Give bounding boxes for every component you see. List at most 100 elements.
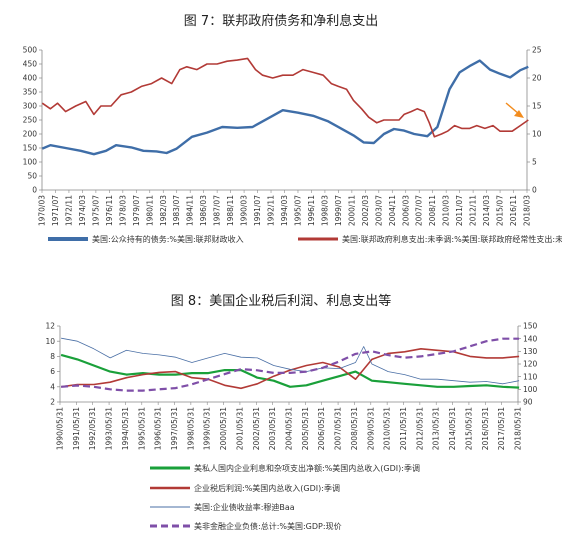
- figure-7-title: 图 7：联邦政府债务和净利息支出: [183, 14, 379, 29]
- x-tick-label: 1996/05/31: [154, 407, 163, 450]
- x-tick-label: 1988/11: [226, 195, 235, 226]
- x-tick-label: 1971/07: [51, 195, 60, 226]
- x-tick-label: 2014/05/31: [448, 407, 457, 450]
- legend-label-3: 美国:企业债收益率:穆迪Baa: [194, 502, 295, 512]
- series-line-1: [60, 353, 520, 389]
- x-tick-label: 1995/05/31: [137, 407, 146, 450]
- left-tick-label: 350: [23, 88, 38, 97]
- x-tick-label: 1987/07: [213, 195, 222, 226]
- x-tick-label: 1996/11: [307, 195, 316, 226]
- x-tick-label: 1970/03: [38, 195, 47, 226]
- series-line-2: [41, 57, 529, 138]
- x-tick-label: 2012/11: [469, 195, 478, 226]
- x-tick-label: 1990/05/31: [56, 407, 65, 450]
- x-tick-label: 2018/03: [523, 195, 532, 226]
- right-tick-label: 15: [532, 102, 542, 111]
- x-tick-label: 2018/05/31: [514, 407, 523, 450]
- x-tick-label: 1998/05/31: [186, 407, 195, 450]
- right-tick-label: 120: [523, 360, 538, 369]
- left-tick-label: 200: [23, 130, 38, 139]
- series-line-3: [61, 337, 520, 385]
- x-tick-label: 1992/11: [267, 195, 276, 226]
- left-tick-label: 10: [45, 337, 55, 346]
- x-tick-label: 1986/03: [199, 195, 208, 226]
- right-tick-label: 100: [523, 385, 538, 394]
- left-tick-label: 12: [45, 322, 55, 331]
- series-line-2: [60, 347, 520, 390]
- x-tick-label: 2016/05/31: [481, 407, 490, 450]
- x-tick-label: 1998/03: [320, 195, 329, 226]
- x-tick-label: 1984/11: [186, 195, 195, 226]
- legend-label-1: 美国:公众持有的债务:%美国:联邦财政收入: [92, 234, 244, 244]
- right-tick-label: 0: [532, 186, 537, 195]
- x-tick-label: 1994/03: [280, 195, 289, 226]
- left-tick-label: 6: [50, 367, 55, 376]
- x-tick-label: 2008/05/31: [350, 407, 359, 450]
- x-tick-label: 2008/11: [428, 195, 437, 226]
- left-tick-label: 400: [23, 74, 38, 83]
- x-tick-label: 2004/05/31: [285, 407, 294, 450]
- x-tick-label: 1982/03: [159, 195, 168, 226]
- x-tick-label: 2006/03: [401, 195, 410, 226]
- annotation-arrow-shaft: [505, 102, 520, 115]
- legend-label-4: 美非金融企业负债:总计:%美国:GDP:现价: [194, 521, 342, 531]
- figure-8-title: 图 8：美国企业税后利润、利息支出等: [170, 294, 392, 309]
- x-tick-label: 2014/03: [482, 195, 491, 226]
- legend-label-2: 企业税后利润:%美国内总收入(GDI):季调: [194, 483, 340, 493]
- x-tick-label: 2016/11: [509, 195, 518, 226]
- left-tick-label: 4: [50, 382, 55, 391]
- x-tick-label: 1999/07: [334, 195, 343, 226]
- x-tick-label: 2003/05/31: [268, 407, 277, 450]
- x-tick-label: 1991/07: [253, 195, 262, 226]
- right-tick-label: 150: [523, 322, 538, 331]
- x-tick-label: 1980/11: [145, 195, 154, 226]
- x-tick-label: 1972/11: [64, 195, 73, 226]
- left-tick-label: 250: [23, 116, 38, 125]
- left-tick-label: 8: [50, 352, 55, 361]
- x-tick-label: 2009/05/31: [366, 407, 375, 450]
- x-tick-label: 2000/11: [347, 195, 356, 226]
- chart-corporate-profit-interest: 2 4 6 8 10 12 90 100 110 120 130 140 150 1990/05/31 19…: [45, 322, 538, 531]
- x-tick-label: 2012/05/31: [415, 407, 424, 450]
- x-tick-label: 2013/05/31: [432, 407, 441, 450]
- legend-label-2: 美国:联邦政府利息支出:未季调:%美国:联邦政府经常性支出:未季调: [342, 234, 562, 244]
- x-tick-label: 1992/05/31: [88, 407, 97, 450]
- x-tick-label: 2002/05/31: [252, 407, 261, 450]
- x-tick-label: 1993/05/31: [105, 407, 114, 450]
- series-line-4: [61, 337, 520, 392]
- right-tick-label: 20: [532, 74, 542, 83]
- x-tick-label: 2000/05/31: [219, 407, 228, 450]
- x-tick-label: 1976/11: [105, 195, 114, 226]
- annotation-arrow-head: [514, 110, 524, 118]
- x-tick-label: 2010/03: [442, 195, 451, 226]
- x-tick-label: 1975/07: [91, 195, 100, 226]
- x-tick-label: 1983/07: [172, 195, 181, 226]
- x-tick-label: 2003/07: [374, 195, 383, 226]
- x-tick-label: 2005/05/31: [301, 407, 310, 450]
- x-tick-label: 1997/05/31: [170, 407, 179, 450]
- left-tick-label: 2: [50, 398, 55, 407]
- x-tick-label: 2007/05/31: [334, 407, 343, 450]
- left-tick-label: 0: [32, 186, 37, 195]
- x-tick-label: 2017/05/31: [497, 407, 506, 450]
- x-tick-label: 2011/05/31: [399, 407, 408, 450]
- right-tick-label: 130: [523, 347, 538, 356]
- x-tick-label: 1990/03: [240, 195, 249, 226]
- right-tick-label: 25: [532, 46, 542, 55]
- series-line-1: [41, 59, 529, 156]
- left-tick-label: 450: [23, 60, 38, 69]
- x-tick-label: 2006/05/31: [317, 407, 326, 450]
- x-tick-label: 2001/05/31: [235, 407, 244, 450]
- x-tick-label: 2004/11: [388, 195, 397, 226]
- x-tick-label: 1979/07: [132, 195, 141, 226]
- right-tick-label: 90: [523, 398, 533, 407]
- legend-label-1: 美私人国内企业利息和杂项支出净额:%美国内总收入(GDI):季调: [194, 463, 420, 473]
- x-tick-label: 1994/05/31: [121, 407, 130, 450]
- x-tick-label: 2015/07: [496, 195, 505, 226]
- x-tick-label: 2010/05/31: [383, 407, 392, 450]
- right-tick-label: 110: [523, 372, 538, 381]
- x-tick-label: 1995/07: [293, 195, 302, 226]
- x-tick-label: 2002/03: [361, 195, 370, 226]
- x-tick-label: 1991/05/31: [72, 407, 81, 450]
- right-tick-label: 10: [532, 130, 542, 139]
